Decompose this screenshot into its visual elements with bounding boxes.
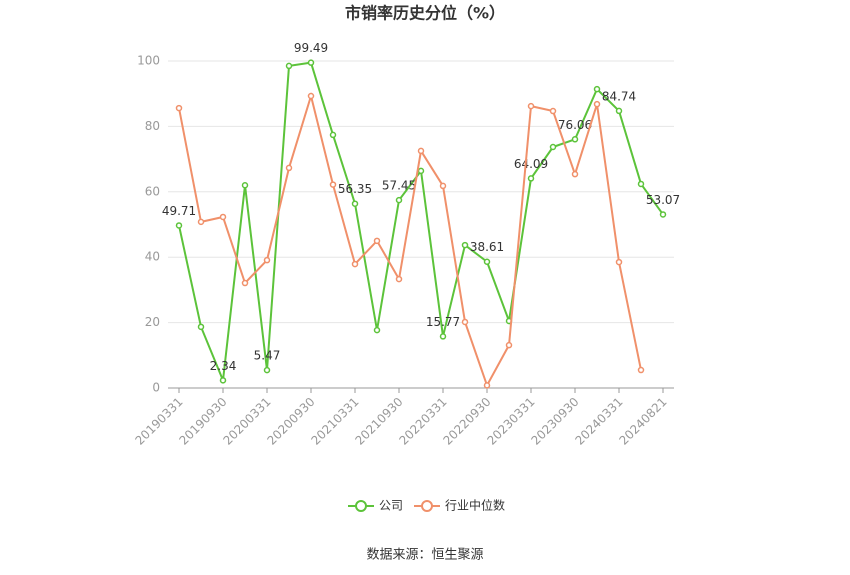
legend-item[interactable]: 行业中位数 bbox=[414, 498, 505, 513]
data-point bbox=[175, 104, 183, 112]
data-point bbox=[593, 85, 601, 93]
data-point bbox=[593, 100, 601, 108]
data-point bbox=[571, 136, 579, 143]
data-point bbox=[395, 275, 403, 283]
data-point bbox=[285, 164, 293, 172]
data-label: 49.71 bbox=[162, 204, 196, 218]
data-point bbox=[549, 107, 557, 115]
data-point bbox=[241, 182, 249, 189]
data-point bbox=[197, 323, 205, 331]
data-label: 99.49 bbox=[294, 41, 328, 55]
data-label: 57.45 bbox=[382, 179, 416, 193]
y-tick-label: 20 bbox=[145, 315, 160, 329]
data-point bbox=[307, 59, 315, 66]
data-label: 56.35 bbox=[338, 182, 372, 196]
data-point bbox=[351, 200, 359, 207]
data-point bbox=[285, 62, 293, 70]
legend-label: 行业中位数 bbox=[445, 498, 505, 513]
y-tick-label: 80 bbox=[145, 119, 160, 133]
data-point bbox=[417, 147, 425, 155]
data-point bbox=[329, 181, 337, 188]
data-point bbox=[175, 222, 183, 229]
data-point bbox=[241, 279, 249, 287]
data-label: 84.74 bbox=[602, 89, 636, 103]
data-point bbox=[571, 170, 579, 178]
data-label: 53.07 bbox=[646, 193, 680, 207]
data-point bbox=[637, 366, 645, 374]
data-label: 5.47 bbox=[254, 349, 281, 363]
data-point bbox=[329, 131, 337, 139]
data-point bbox=[483, 258, 491, 265]
source-note: 数据来源：恒生聚源 bbox=[366, 548, 483, 563]
data-point bbox=[527, 102, 535, 110]
legend-item[interactable]: 公司 bbox=[348, 499, 403, 513]
data-point bbox=[505, 341, 513, 349]
data-point bbox=[219, 377, 227, 384]
data-label: 2.34 bbox=[210, 359, 237, 373]
data-point bbox=[615, 107, 623, 115]
data-point bbox=[417, 167, 425, 175]
data-point bbox=[549, 143, 557, 151]
data-point bbox=[439, 333, 447, 340]
y-tick-label: 0 bbox=[152, 381, 160, 395]
y-tick-label: 40 bbox=[145, 250, 160, 264]
series-line bbox=[178, 92, 642, 388]
data-point bbox=[615, 258, 623, 266]
data-point bbox=[461, 318, 469, 326]
data-point bbox=[395, 196, 403, 204]
data-point bbox=[197, 218, 205, 226]
legend-label: 公司 bbox=[379, 499, 403, 513]
legend-marker bbox=[355, 500, 367, 512]
data-point bbox=[373, 326, 381, 334]
x-tick-label: 20240821 bbox=[617, 395, 670, 448]
y-tick-label: 100 bbox=[137, 54, 160, 68]
data-point bbox=[263, 366, 271, 374]
data-point bbox=[351, 260, 359, 268]
legend-marker bbox=[421, 500, 433, 512]
data-label: 38.61 bbox=[470, 240, 504, 254]
data-point bbox=[637, 180, 645, 188]
data-point bbox=[219, 213, 227, 221]
data-label: 64.09 bbox=[514, 157, 548, 171]
chart-title: 市销率历史分位（%） bbox=[345, 4, 505, 23]
data-label: 76.06 bbox=[558, 118, 592, 132]
data-label: 15.77 bbox=[426, 315, 460, 329]
data-point bbox=[527, 175, 535, 182]
data-point bbox=[263, 256, 271, 264]
data-point bbox=[483, 382, 491, 389]
data-point bbox=[307, 92, 315, 100]
data-point bbox=[659, 211, 667, 218]
data-point bbox=[439, 182, 447, 190]
data-point bbox=[373, 237, 381, 245]
series-line bbox=[178, 61, 664, 381]
data-point bbox=[461, 241, 469, 249]
y-tick-label: 60 bbox=[145, 184, 160, 198]
